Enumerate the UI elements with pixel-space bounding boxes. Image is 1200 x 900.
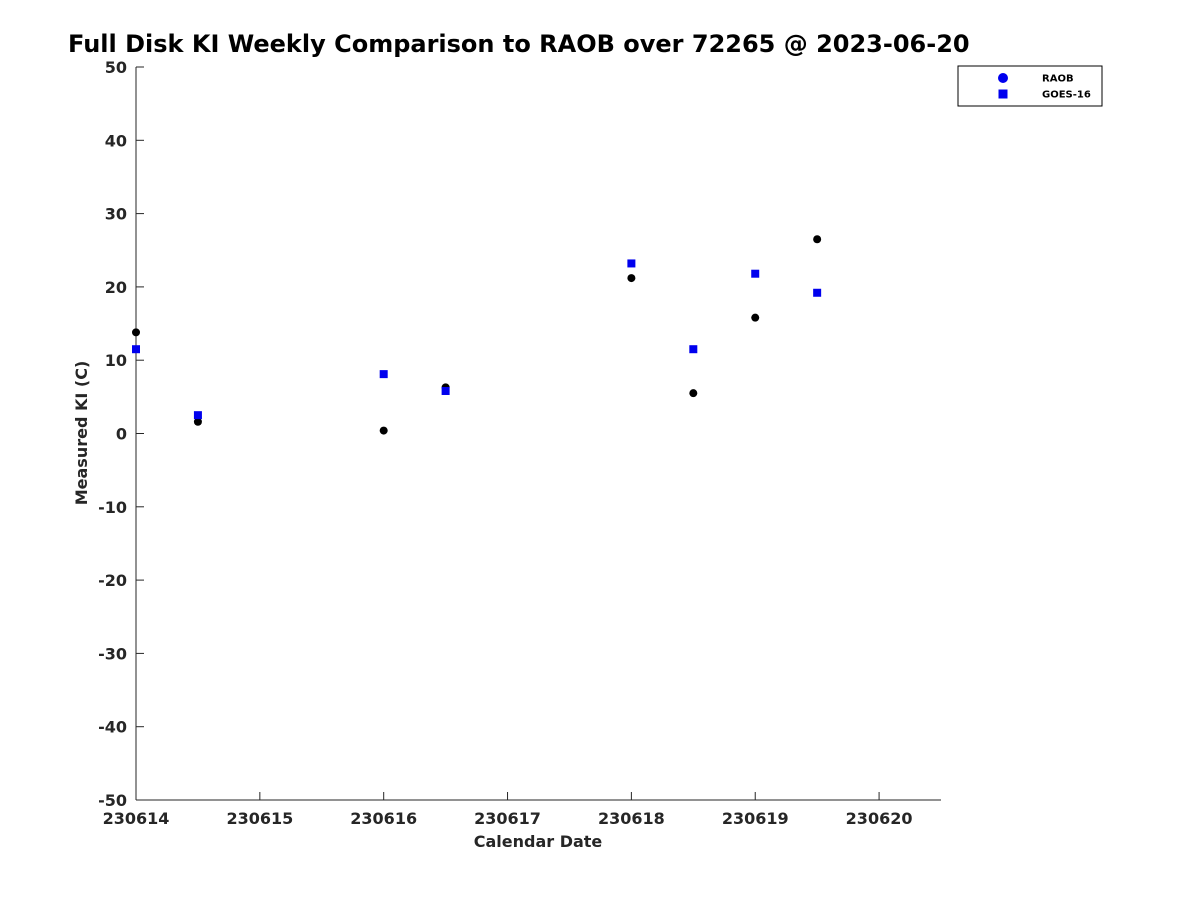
legend-box <box>957 65 1103 107</box>
raob-point <box>689 389 698 398</box>
goes-point <box>193 411 202 420</box>
y-tick-label: 30 <box>105 205 127 224</box>
x-tick-label: 230619 <box>722 809 789 828</box>
y-tick-label: -50 <box>98 791 127 810</box>
x-axis-label: Calendar Date <box>474 832 603 851</box>
raob-point <box>132 328 140 337</box>
x-tick-label: 230614 <box>103 809 170 828</box>
legend: RAOB GOES-16 <box>957 65 1103 107</box>
raob-point <box>751 313 760 322</box>
y-axis-label: Measured KI (C) <box>72 361 91 506</box>
goes-point <box>813 288 822 297</box>
goes-point <box>751 269 760 278</box>
y-tick-label: 10 <box>105 351 127 370</box>
goes-point <box>379 370 388 379</box>
data-marks <box>132 235 822 435</box>
y-tick-label: 0 <box>116 425 127 444</box>
raob-point <box>627 274 636 283</box>
y-tick-label: 20 <box>105 278 127 297</box>
raob-point <box>813 235 822 244</box>
y-tick-label: -10 <box>98 498 127 517</box>
goes-point <box>689 345 698 354</box>
y-tick-label: -30 <box>98 644 127 663</box>
x-tick-label: 230615 <box>226 809 293 828</box>
y-tick-label: 50 <box>105 58 127 77</box>
series-1 <box>132 259 822 420</box>
chart-title: Full Disk KI Weekly Comparison to RAOB o… <box>68 30 970 58</box>
raob-point <box>379 426 388 435</box>
legend-raob-label: RAOB <box>1042 74 1074 85</box>
legend-goes-label: GOES-16 <box>1042 90 1091 101</box>
y-tick-label: 40 <box>105 131 127 150</box>
goes-point <box>627 259 636 268</box>
x-tick-label: 230618 <box>598 809 665 828</box>
y-tick-label: -40 <box>98 718 127 737</box>
raob-point <box>193 417 202 426</box>
legend-raob-marker <box>998 73 1008 83</box>
x-tick-label: 230616 <box>350 809 417 828</box>
legend-goes-marker <box>998 89 1008 99</box>
series-0 <box>132 235 822 435</box>
x-tick-label: 230617 <box>474 809 541 828</box>
goes-point <box>132 345 140 354</box>
goes-point <box>441 386 450 395</box>
x-tick-label: 230620 <box>846 809 913 828</box>
y-tick-label: -20 <box>98 571 127 590</box>
